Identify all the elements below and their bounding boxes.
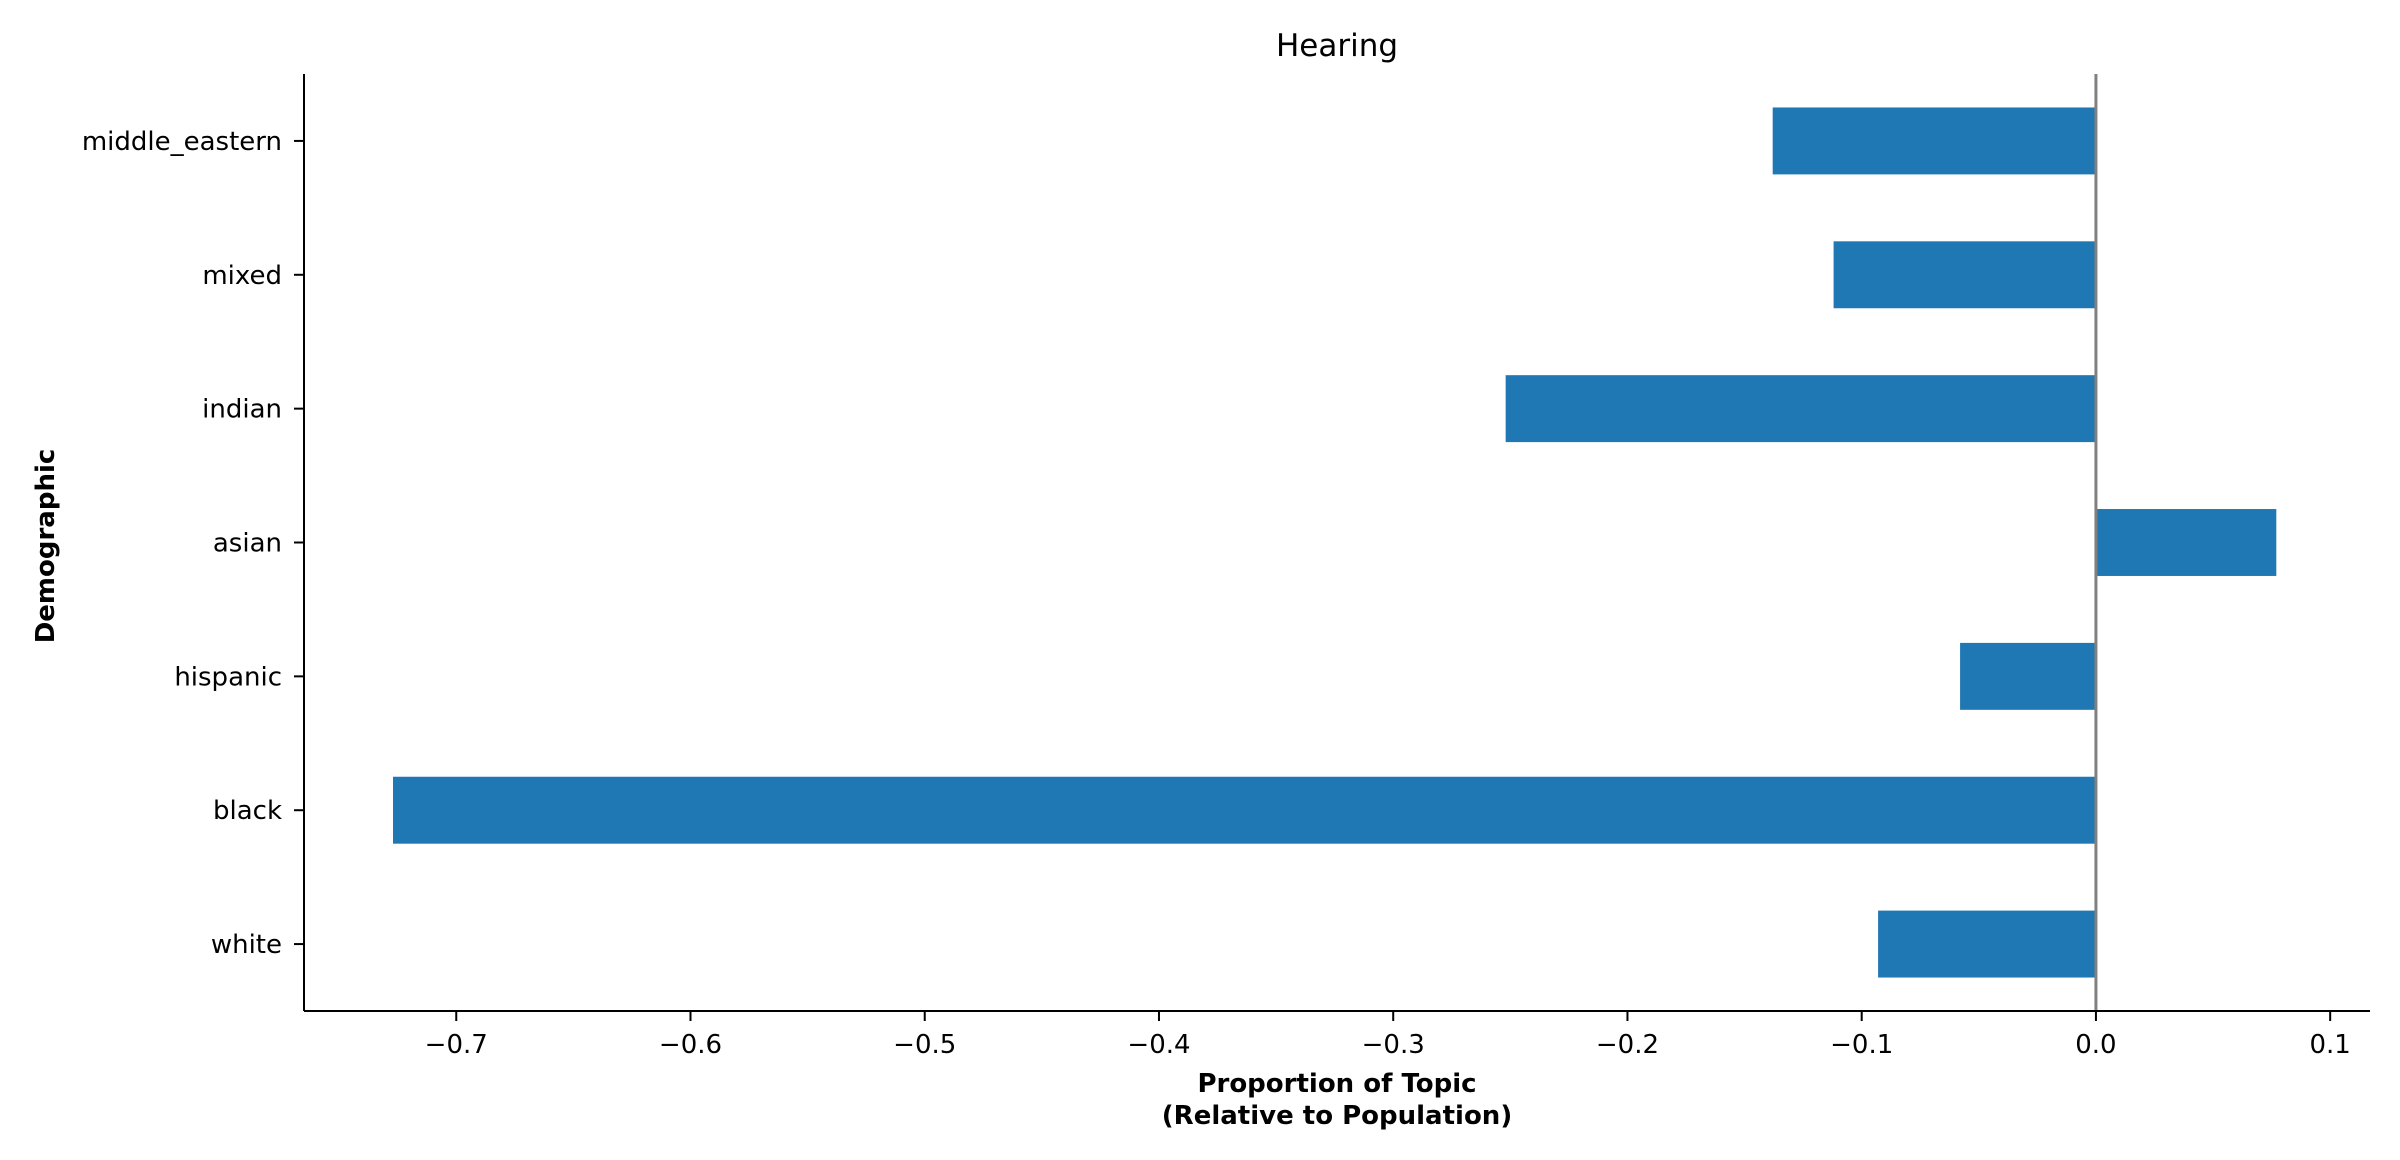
x-axis-title-line-2: (Relative to Population)	[1162, 1101, 1512, 1131]
bar-middle_eastern	[1772, 107, 2096, 175]
x-tick-label-3: −0.4	[1127, 1030, 1190, 1060]
bar-indian	[1505, 375, 2096, 443]
x-tick-label-8: 0.1	[2309, 1030, 2350, 1060]
y-tick-label-middle_eastern: middle_eastern	[82, 127, 282, 157]
y-tick-label-hispanic: hispanic	[174, 662, 282, 692]
y-tick-label-indian: indian	[202, 395, 282, 425]
y-axis-title: Demographic	[31, 449, 61, 644]
x-tick-label-7: 0.0	[2075, 1030, 2116, 1060]
y-tick-label-mixed: mixed	[202, 261, 282, 291]
bar-black	[393, 776, 2096, 844]
y-tick-label-black: black	[213, 796, 282, 826]
y-tick-label-asian: asian	[213, 529, 282, 559]
y-ticks-layer: white black hispanic asian indian mixed middle…	[82, 127, 304, 960]
bar-asian	[2095, 509, 2277, 576]
x-tick-label-1: −0.6	[659, 1030, 722, 1060]
axes-layer	[303, 74, 2370, 1012]
chart-title: Hearing	[1276, 28, 1398, 64]
x-axis-title-line-1: Proportion of Topic	[1197, 1069, 1476, 1099]
x-tick-label-4: −0.3	[1362, 1030, 1425, 1060]
x-ticks-layer: −0.7 −0.6 −0.5 −0.4 −0.3 −0.2 −0.1 0.0 0.1	[425, 1011, 2351, 1060]
bar-white	[1878, 910, 2096, 978]
x-tick-label-6: −0.1	[1830, 1030, 1893, 1060]
bars-layer	[393, 107, 2277, 978]
x-tick-label-5: −0.2	[1596, 1030, 1659, 1060]
x-tick-label-0: −0.7	[425, 1030, 488, 1060]
y-tick-label-white: white	[211, 930, 282, 960]
x-tick-label-2: −0.5	[893, 1030, 956, 1060]
bar-mixed	[1833, 241, 2096, 309]
bar-hispanic	[1960, 642, 2096, 710]
